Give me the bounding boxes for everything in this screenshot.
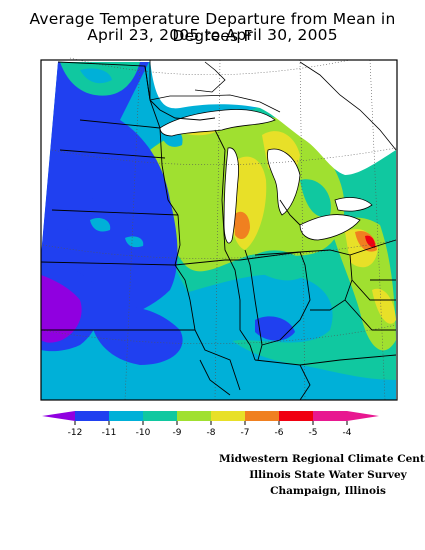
temperature-contours [41, 62, 396, 400]
legend-tick-label: -7 [241, 428, 250, 438]
legend-arrow-right [347, 411, 379, 421]
map-date-range: April 23, 2005 to April 30, 2005 [87, 26, 338, 44]
legend-swatch [211, 411, 245, 421]
state-borders [40, 61, 397, 401]
legend-tick-label: -9 [173, 428, 182, 438]
legend-tick-label: -11 [102, 428, 117, 438]
legend-swatch [279, 411, 313, 421]
legend-swatch [177, 411, 211, 421]
map-title: Average Temperature Departure from Mean … [29, 10, 396, 45]
credit-location: Champaign, Illinois [270, 485, 386, 497]
legend-swatch [143, 411, 177, 421]
legend-swatch [245, 411, 279, 421]
credit-survey: Illinois State Water Survey [249, 469, 407, 481]
graticule [40, 57, 397, 401]
legend-swatch [109, 411, 143, 421]
legend-bar [42, 411, 379, 421]
coastlines [149, 60, 397, 244]
legend-arrow-left [42, 411, 75, 421]
legend-tick-label: -10 [136, 428, 151, 438]
legend-swatch [75, 411, 109, 421]
credit-center: Midwestern Regional Climate Center [219, 453, 425, 465]
legend-tick-label: -8 [207, 428, 216, 438]
legend-tick-label: -6 [275, 428, 284, 438]
legend-ticks: -12 -11 -10 -9 -8 -7 -6 -5 -4 [68, 421, 352, 438]
legend-tick-label: -5 [309, 428, 318, 438]
legend-swatch [313, 411, 347, 421]
legend-tick-label: -12 [68, 428, 83, 438]
legend-tick-label: -4 [343, 428, 352, 438]
